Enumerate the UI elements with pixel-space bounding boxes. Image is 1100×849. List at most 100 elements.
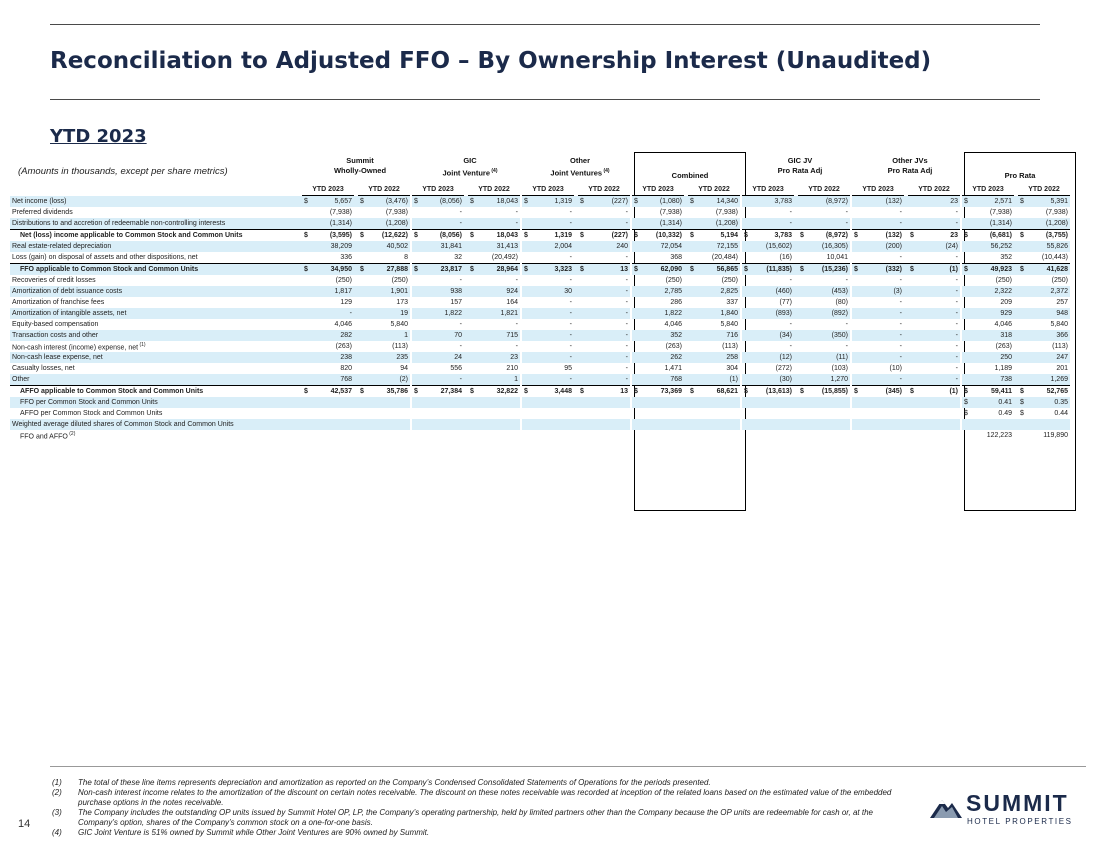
table-cell: 31,413	[477, 241, 520, 252]
currency-sign	[908, 408, 917, 419]
column-group-header: Other JVs Pro Rata Adj	[887, 156, 933, 175]
table-cell: (250)	[1051, 277, 1068, 284]
currency-sign	[358, 341, 367, 352]
table-cell	[971, 419, 1014, 430]
currency-sign	[688, 218, 697, 230]
table-cell: 247	[1027, 352, 1070, 363]
currency-sign	[468, 363, 477, 374]
currency-sign	[468, 374, 477, 386]
table-cell: 929	[971, 308, 1014, 319]
currency-sign	[1018, 319, 1027, 330]
table-row: Other 768 (2) -1- -768 (1) (30) 1,270- -738 1,269	[10, 374, 1070, 386]
column-group-header: Summit Wholly-Owned	[333, 156, 387, 175]
year-header: YTD 2023	[742, 184, 794, 196]
year-header: YTD 2023	[852, 184, 904, 196]
table-cell: (8,972)	[807, 229, 850, 241]
table-cell: (1,208)	[1027, 218, 1070, 230]
table-cell: -	[899, 321, 902, 328]
table-cell: (11)	[807, 352, 850, 363]
table-cell: -	[955, 277, 958, 284]
currency-sign	[522, 308, 531, 319]
currency-sign	[578, 341, 587, 352]
currency-sign	[742, 408, 751, 419]
currency-sign	[358, 363, 367, 374]
currency-sign	[852, 352, 861, 363]
table-cell: 5,840	[1050, 321, 1068, 328]
table-cell: (1,080)	[641, 195, 684, 207]
currency-sign	[522, 330, 531, 341]
currency-sign: $	[302, 263, 311, 275]
table-cell: (13,613)	[751, 385, 794, 397]
currency-sign: $	[468, 263, 477, 275]
footnote: (4) GIC Joint Venture is 51% owned by Sum…	[52, 828, 430, 837]
currency-sign	[468, 408, 477, 419]
table-cell: -	[955, 299, 958, 306]
currency-sign	[412, 330, 421, 341]
currency-sign: $	[1020, 410, 1024, 417]
table-cell: -	[899, 299, 902, 306]
table-cell: 4,046	[994, 321, 1012, 328]
table-cell: 1,821	[477, 308, 520, 319]
table-cell: 2,785	[641, 286, 684, 297]
table-cell	[311, 408, 354, 419]
row-label: Weighted average diluted shares of Commo…	[10, 419, 302, 430]
table-cell: (1,314)	[641, 218, 684, 230]
currency-sign: $	[798, 229, 807, 241]
table-cell: (113)	[722, 343, 738, 350]
table-cell	[697, 419, 740, 430]
table-cell: -	[587, 308, 630, 319]
currency-sign: $	[962, 397, 971, 408]
table-cell: (34)	[751, 330, 794, 341]
table-cell: -	[515, 209, 518, 216]
currency-sign	[468, 330, 477, 341]
table-cell	[861, 419, 904, 430]
currency-sign	[688, 319, 697, 330]
table-row: FFO and AFFO (2) 122,223 119,890	[10, 430, 1070, 441]
currency-sign: $	[688, 195, 697, 207]
table-cell: -	[955, 343, 958, 350]
logo-tagline: HOTEL PROPERTIES	[967, 817, 1073, 826]
currency-sign	[962, 363, 971, 374]
currency-sign	[908, 352, 917, 363]
table-row: FFO per Common Stock and Common Units $0.…	[10, 397, 1070, 408]
table-cell: 68,621	[697, 385, 740, 397]
table-cell: (11,835)	[751, 263, 794, 275]
table-cell	[587, 397, 630, 408]
table-cell: 368	[670, 254, 682, 261]
table-cell: 62,090	[641, 263, 684, 275]
currency-sign	[908, 275, 917, 286]
currency-sign	[798, 330, 807, 341]
table-cell: -	[845, 321, 848, 328]
currency-sign	[578, 363, 587, 374]
currency-sign	[1018, 341, 1027, 352]
currency-sign	[468, 218, 477, 230]
footnotes: (1) The total of these line items represe…	[52, 778, 902, 838]
table-cell: -	[587, 374, 630, 386]
table-cell: (1)	[917, 385, 960, 397]
currency-sign	[908, 241, 917, 252]
table-cell: 4,046	[664, 321, 682, 328]
logo-wordmark: SUMMIT	[966, 790, 1069, 816]
table-cell: 72,054	[641, 241, 684, 252]
table-cell	[421, 419, 464, 430]
table-cell: -	[845, 209, 848, 216]
currency-sign	[798, 297, 807, 308]
currency-sign	[468, 286, 477, 297]
mountain-icon	[930, 800, 962, 818]
table-cell: (10)	[889, 365, 902, 372]
table-cell: 18,043	[477, 229, 520, 241]
currency-sign	[852, 363, 861, 374]
table-cell: (8,972)	[807, 195, 850, 207]
table-cell: -	[789, 209, 792, 216]
table-cell	[751, 408, 794, 419]
table-cell: 352	[1000, 254, 1012, 261]
currency-sign	[798, 352, 807, 363]
currency-sign: $	[632, 385, 641, 397]
table-cell: 3,448	[531, 385, 574, 397]
table-cell: 336	[340, 254, 352, 261]
table-cell	[367, 408, 410, 419]
table-cell: (3,755)	[1027, 229, 1070, 241]
table-cell: -	[459, 209, 462, 216]
table-cell: (893)	[751, 308, 794, 319]
table-cell	[917, 419, 960, 430]
